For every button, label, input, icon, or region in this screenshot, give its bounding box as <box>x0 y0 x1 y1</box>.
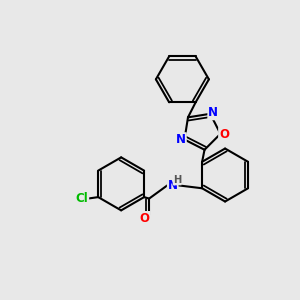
Text: O: O <box>140 212 150 225</box>
Text: N: N <box>168 179 178 192</box>
Text: H: H <box>173 175 181 185</box>
Text: N: N <box>176 133 186 146</box>
Text: N: N <box>208 106 218 119</box>
Text: O: O <box>219 128 229 141</box>
Text: Cl: Cl <box>76 192 88 205</box>
